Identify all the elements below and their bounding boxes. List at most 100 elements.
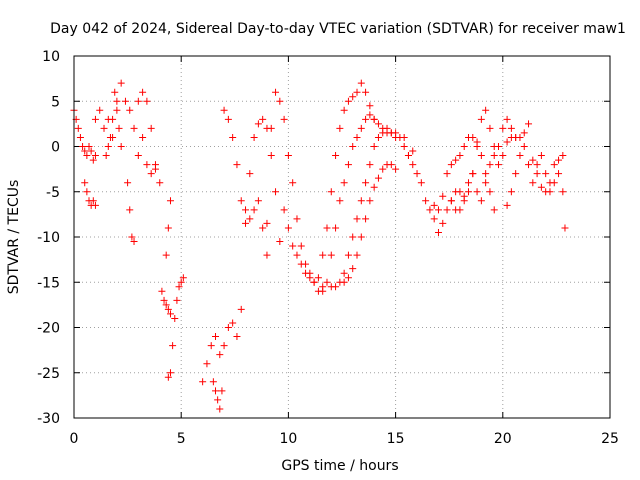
- data-point: [91, 115, 99, 123]
- data-point: [212, 387, 220, 395]
- data-point: [555, 156, 563, 164]
- series-a3: [91, 79, 138, 141]
- data-point: [370, 183, 378, 191]
- chart-title: Day 042 of 2024, Sidereal Day-to-day VTE…: [50, 21, 626, 37]
- data-point: [456, 152, 464, 160]
- data-point: [469, 133, 477, 141]
- data-point: [254, 197, 262, 205]
- data-point: [327, 188, 335, 196]
- series-d1: [400, 106, 528, 236]
- data-point: [83, 152, 91, 160]
- data-point: [263, 251, 271, 259]
- data-point: [254, 120, 262, 128]
- data-point: [340, 106, 348, 114]
- data-point: [362, 115, 370, 123]
- data-point: [130, 124, 138, 132]
- data-point: [447, 161, 455, 169]
- data-point: [443, 170, 451, 178]
- data-point: [126, 206, 134, 214]
- data-point: [297, 260, 305, 268]
- data-point: [366, 161, 374, 169]
- data-point: [259, 224, 267, 232]
- data-point: [323, 278, 331, 286]
- data-point: [134, 97, 142, 105]
- data-point: [306, 274, 314, 282]
- data-point: [430, 215, 438, 223]
- data-point: [272, 88, 280, 96]
- series-b1: [199, 305, 245, 386]
- data-point: [344, 251, 352, 259]
- data-point: [482, 106, 490, 114]
- data-point: [503, 201, 511, 209]
- data-point: [499, 124, 507, 132]
- data-point: [276, 97, 284, 105]
- data-point: [486, 161, 494, 169]
- data-point: [139, 88, 147, 96]
- data-point: [216, 405, 224, 413]
- data-point: [477, 115, 485, 123]
- data-point: [443, 206, 451, 214]
- data-point: [220, 106, 228, 114]
- series-a8: [158, 287, 174, 318]
- data-point: [109, 115, 117, 123]
- data-point: [559, 188, 567, 196]
- series-c4: [280, 79, 378, 286]
- data-point: [229, 319, 237, 327]
- data-point: [91, 152, 99, 160]
- data-point: [289, 179, 297, 187]
- data-point: [512, 170, 520, 178]
- data-point: [490, 206, 498, 214]
- data-point: [422, 197, 430, 205]
- data-point: [456, 206, 464, 214]
- data-point: [409, 147, 417, 155]
- data-point: [486, 188, 494, 196]
- data-point: [434, 206, 442, 214]
- y-tick-label: -5: [46, 185, 60, 201]
- x-tick-label: 20: [494, 431, 512, 447]
- data-point: [100, 124, 108, 132]
- data-point: [426, 206, 434, 214]
- data-point: [464, 179, 472, 187]
- data-point: [319, 251, 327, 259]
- data-point: [469, 170, 477, 178]
- data-point: [486, 124, 494, 132]
- data-point: [212, 333, 220, 341]
- data-point: [366, 197, 374, 205]
- data-point: [166, 197, 174, 205]
- data-point: [314, 274, 322, 282]
- data-point: [542, 188, 550, 196]
- data-point: [81, 147, 89, 155]
- x-tick-label: 25: [601, 431, 619, 447]
- data-point: [520, 129, 528, 137]
- data-point: [362, 88, 370, 96]
- data-point: [417, 179, 425, 187]
- series-e1: [525, 152, 569, 232]
- series-c2: [242, 115, 284, 246]
- data-point: [387, 161, 395, 169]
- data-point: [229, 133, 237, 141]
- data-point: [379, 165, 387, 173]
- y-tick-label: -20: [37, 321, 60, 337]
- data-point: [280, 206, 288, 214]
- data-point: [495, 143, 503, 150]
- data-point: [327, 251, 335, 259]
- data-point: [495, 161, 503, 169]
- data-point: [392, 165, 400, 173]
- data-point: [76, 133, 84, 141]
- data-point: [179, 274, 187, 282]
- data-point: [533, 170, 541, 178]
- data-point: [353, 251, 361, 259]
- data-point: [209, 378, 217, 386]
- data-point: [79, 143, 87, 150]
- data-point: [542, 170, 550, 178]
- data-point: [147, 124, 155, 132]
- data-point: [366, 111, 374, 119]
- data-point: [237, 305, 245, 313]
- y-tick-label: -25: [37, 366, 60, 382]
- x-tick-labels: 0 5 10 15 20 25: [70, 431, 619, 447]
- data-point: [173, 296, 181, 304]
- data-point: [164, 305, 172, 313]
- data-point: [357, 124, 365, 132]
- data-point: [83, 188, 91, 196]
- data-point: [177, 278, 185, 286]
